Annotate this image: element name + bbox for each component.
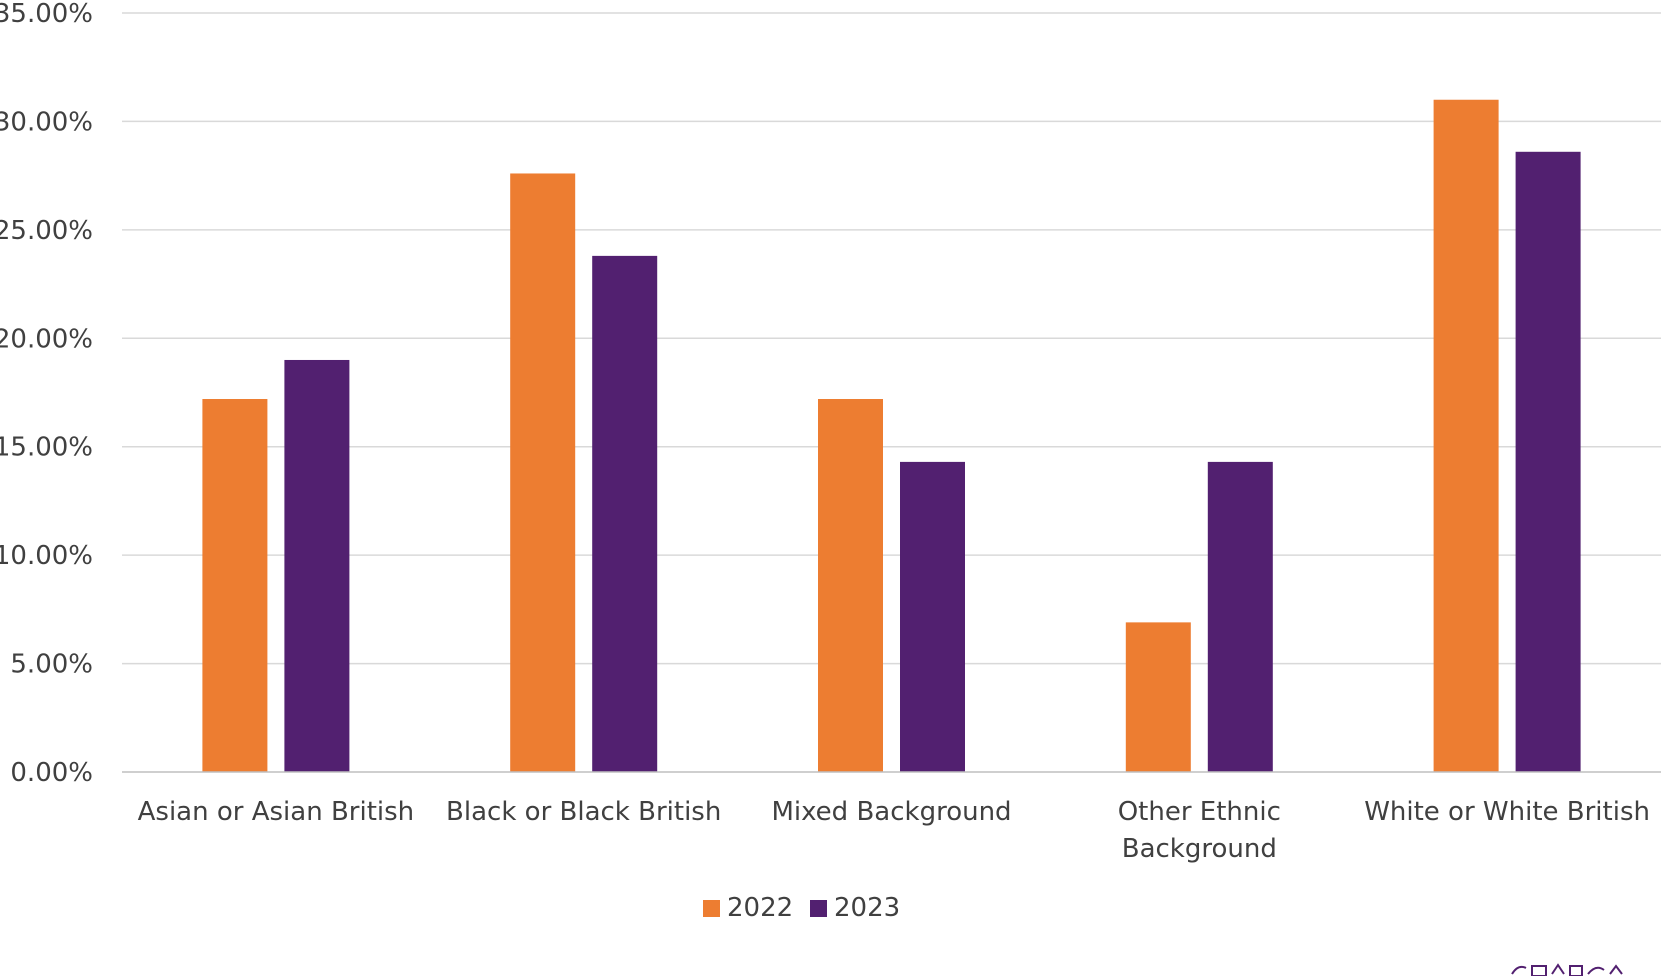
legend-swatch-2022: [703, 900, 720, 917]
bar-2022-0: [202, 399, 268, 772]
bar-2023-2: [900, 461, 965, 772]
bar-2023-0: [284, 359, 350, 772]
y-tick-label: 20.00%: [0, 324, 93, 354]
legend-swatch-2023: [810, 900, 827, 917]
crest-logo-icon: [1511, 963, 1623, 976]
bar-2023-1: [592, 255, 658, 772]
category-label: Black or Black British: [446, 797, 721, 827]
bar-2022-1: [510, 173, 576, 772]
gridlines: [122, 12, 1661, 665]
category-label: White or White British: [1364, 797, 1650, 827]
bar-2023-3: [1207, 461, 1273, 772]
y-tick-label: 0.00%: [10, 758, 93, 788]
bar-2023-4: [1515, 151, 1581, 772]
bar-2022-2: [818, 399, 883, 772]
y-axis-tick-labels: 0.00% 5.00% 10.00% 15.00% 20.00% 25.00% 30.00%…: [0, 0, 93, 788]
y-tick-label: 30.00%: [0, 107, 93, 137]
y-tick-label: 15.00%: [0, 433, 93, 463]
bar-2022-4: [1433, 99, 1499, 772]
category-label: Other Ethnic: [1118, 797, 1281, 827]
category-label: Mixed Background: [771, 797, 1011, 827]
y-tick-label: 10.00%: [0, 541, 93, 571]
y-tick-label: 25.00%: [0, 216, 93, 246]
x-axis-category-labels: Asian or Asian British Black or Black Bri…: [138, 797, 1650, 864]
bars: [202, 99, 1581, 772]
legend: 2022 2023: [703, 893, 900, 923]
y-tick-label: 5.00%: [10, 650, 93, 680]
legend-label-2022: 2022: [727, 893, 793, 923]
legend-label-2023: 2023: [834, 893, 900, 923]
category-label: Background: [1122, 834, 1277, 864]
y-tick-label: 35.00%: [0, 0, 93, 29]
bar-2022-3: [1125, 622, 1191, 772]
category-label: Asian or Asian British: [138, 797, 415, 827]
